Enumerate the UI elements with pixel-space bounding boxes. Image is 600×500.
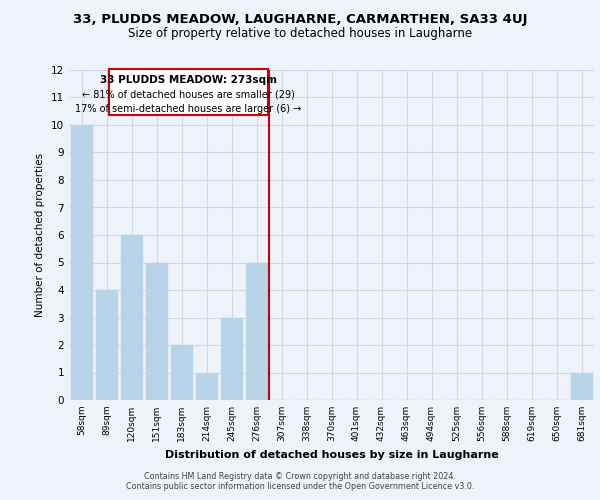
FancyBboxPatch shape <box>109 68 268 116</box>
Text: Contains public sector information licensed under the Open Government Licence v3: Contains public sector information licen… <box>126 482 474 491</box>
Text: Contains HM Land Registry data © Crown copyright and database right 2024.: Contains HM Land Registry data © Crown c… <box>144 472 456 481</box>
Text: ← 81% of detached houses are smaller (29): ← 81% of detached houses are smaller (29… <box>82 89 295 99</box>
Text: Size of property relative to detached houses in Laugharne: Size of property relative to detached ho… <box>128 28 472 40</box>
Bar <box>171 345 192 400</box>
Bar <box>96 290 117 400</box>
Text: 33, PLUDDS MEADOW, LAUGHARNE, CARMARTHEN, SA33 4UJ: 33, PLUDDS MEADOW, LAUGHARNE, CARMARTHEN… <box>73 12 527 26</box>
Bar <box>146 262 167 400</box>
Text: 17% of semi-detached houses are larger (6) →: 17% of semi-detached houses are larger (… <box>75 104 302 114</box>
Bar <box>221 318 242 400</box>
Bar <box>196 372 217 400</box>
Bar <box>121 235 142 400</box>
Text: 33 PLUDDS MEADOW: 273sqm: 33 PLUDDS MEADOW: 273sqm <box>100 74 277 85</box>
Bar <box>571 372 592 400</box>
Y-axis label: Number of detached properties: Number of detached properties <box>35 153 46 317</box>
Bar <box>71 125 92 400</box>
Bar <box>246 262 267 400</box>
X-axis label: Distribution of detached houses by size in Laugharne: Distribution of detached houses by size … <box>164 450 499 460</box>
